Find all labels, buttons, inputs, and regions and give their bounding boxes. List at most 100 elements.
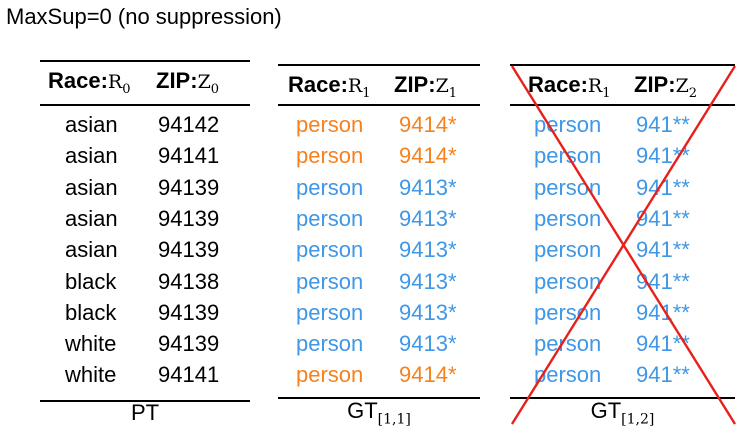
header-race: Race:R1 xyxy=(528,72,611,101)
race-cell: person xyxy=(534,205,602,231)
zip-cell: 941** xyxy=(636,299,690,325)
race-cell: asian xyxy=(65,237,118,263)
race-cell: person xyxy=(296,237,364,263)
table-row: person 9414* xyxy=(278,362,480,393)
table-row: person 9413* xyxy=(278,237,480,268)
bottom-rule xyxy=(40,400,250,402)
zip-cell: 94139 xyxy=(158,174,220,200)
table-row: person 941** xyxy=(510,237,735,268)
table-row: person 9413* xyxy=(278,269,480,300)
bottom-rule xyxy=(278,397,480,399)
zip-cell: 9414* xyxy=(399,112,457,137)
table-row: person 9413* xyxy=(278,331,480,362)
table-caption: PT xyxy=(130,400,160,425)
zip-cell: 9413* xyxy=(399,237,457,263)
table-row: white 94139 xyxy=(40,331,250,362)
zip-cell: 941** xyxy=(636,237,690,263)
table-row: asian 94139 xyxy=(40,175,250,206)
race-cell: person xyxy=(296,205,364,231)
table-row: asian 94139 xyxy=(40,206,250,237)
zip-cell: 9414* xyxy=(399,362,457,388)
top-rule xyxy=(278,64,480,66)
table-row: person 9414* xyxy=(278,112,480,143)
race-cell: white xyxy=(65,331,117,357)
table-row: person 941** xyxy=(510,112,735,143)
bottom-rule xyxy=(510,397,735,399)
zip-cell: 941** xyxy=(636,362,690,388)
top-rule xyxy=(40,60,250,62)
zip-cell: 9413* xyxy=(399,205,457,231)
zip-cell: 94142 xyxy=(158,112,220,137)
top-rule xyxy=(510,64,735,66)
table-row: person 9413* xyxy=(278,206,480,237)
zip-cell: 94139 xyxy=(158,331,220,357)
header-race: Race:R1 xyxy=(288,72,371,101)
zip-cell: 94141 xyxy=(158,143,220,169)
table-header: Race:R0 ZIP:Z0 xyxy=(40,68,250,104)
table-row: asian 94142 xyxy=(40,112,250,143)
table-header: Race:R1 ZIP:Z1 xyxy=(278,72,480,108)
table-gt-1-2: Race:R1 ZIP:Z2 person 941** person 941** per… xyxy=(510,60,735,430)
zip-cell: 9413* xyxy=(399,268,457,294)
header-rule xyxy=(278,104,480,106)
zip-cell: 941** xyxy=(636,143,690,169)
table-row: person 9413* xyxy=(278,175,480,206)
zip-cell: 94139 xyxy=(158,299,220,325)
page-title: MaxSup=0 (no suppression) xyxy=(6,4,282,29)
zip-cell: 941** xyxy=(636,174,690,200)
header-zip: ZIP:Z1 xyxy=(394,72,458,101)
table-row: person 9413* xyxy=(278,300,480,331)
race-cell: person xyxy=(534,237,602,263)
table-pt: Race:R0 ZIP:Z0 asian 94142 asian 94141 asian… xyxy=(40,60,250,430)
race-cell: person xyxy=(534,299,602,325)
zip-cell: 941** xyxy=(636,112,690,137)
race-cell: person xyxy=(296,174,364,200)
table-row: person 941** xyxy=(510,362,735,393)
race-cell: black xyxy=(65,299,117,325)
race-cell: person xyxy=(534,112,602,137)
zip-cell: 9413* xyxy=(399,299,457,325)
race-cell: black xyxy=(65,268,117,294)
table-row: asian 94141 xyxy=(40,143,250,174)
header-rule xyxy=(40,104,250,106)
table-gt-1-1: Race:R1 ZIP:Z1 person 9414* person 9414* per… xyxy=(278,60,480,430)
race-cell: person xyxy=(296,299,364,325)
race-cell: person xyxy=(296,112,364,137)
header-zip: ZIP:Z2 xyxy=(634,72,698,101)
table-header: Race:R1 ZIP:Z2 xyxy=(510,72,735,108)
race-cell: asian xyxy=(65,112,118,137)
table-row: person 9414* xyxy=(278,143,480,174)
zip-cell: 94139 xyxy=(158,205,220,231)
race-cell: person xyxy=(296,143,364,169)
table-row: asian 94139 xyxy=(40,237,250,268)
race-cell: white xyxy=(65,362,117,388)
race-cell: asian xyxy=(65,143,118,169)
race-cell: person xyxy=(534,362,602,388)
header-zip: ZIP:Z0 xyxy=(156,68,220,97)
zip-cell: 9413* xyxy=(399,331,457,357)
race-cell: person xyxy=(534,268,602,294)
table-caption: GT[1,1] xyxy=(347,398,411,428)
race-cell: person xyxy=(296,268,364,294)
header-race: Race:R0 xyxy=(48,68,131,97)
zip-cell: 9414* xyxy=(399,143,457,169)
zip-cell: 9413* xyxy=(399,174,457,200)
header-rule xyxy=(510,104,735,106)
zip-cell: 94141 xyxy=(158,362,220,388)
table-row: person 941** xyxy=(510,300,735,331)
cross-line-2 xyxy=(510,65,737,425)
race-cell: person xyxy=(296,331,364,357)
table-row: white 94141 xyxy=(40,362,250,393)
table-row: black 94139 xyxy=(40,300,250,331)
zip-cell: 94139 xyxy=(158,237,220,263)
table-caption: GT[1,2] xyxy=(590,398,655,428)
race-cell: asian xyxy=(65,174,118,200)
zip-cell: 94138 xyxy=(158,268,220,294)
race-cell: person xyxy=(296,362,364,388)
